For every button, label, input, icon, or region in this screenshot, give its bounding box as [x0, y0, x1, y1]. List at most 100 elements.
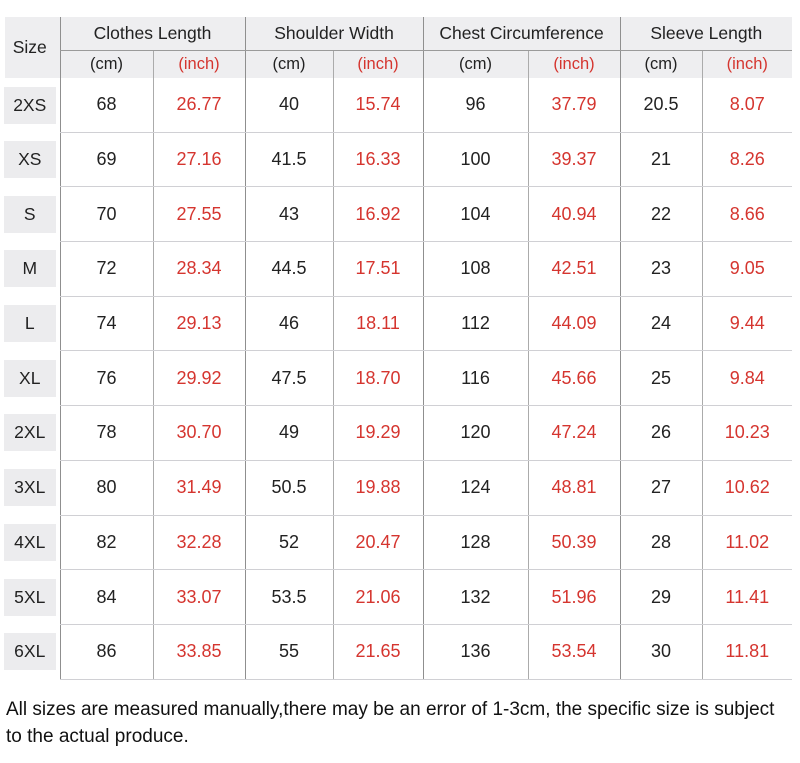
chest-circumference-cm-cell: 120: [422, 405, 529, 461]
table-body: 2XS 68 26.77 40 15.74 96 37.79 20.5 8.07…: [0, 78, 793, 680]
chest-circumference-cm-cell: 100: [422, 132, 529, 188]
size-cell: 3XL: [0, 460, 60, 515]
sleeve-length-inch-cell: 10.62: [701, 460, 793, 516]
chest-circumference-inch-cell: 44.09: [527, 296, 621, 352]
size-label: XL: [3, 359, 56, 397]
chest-circumference-inch-cell: 37.79: [527, 78, 621, 133]
sleeve-length-inch-cell: 8.66: [701, 186, 793, 243]
shoulder-width-cm-cell: 43: [244, 186, 334, 243]
shoulder-width-cm-unit: (cm): [244, 50, 334, 78]
chest-circumference-cm-cell: 96: [422, 78, 529, 133]
table-row-5xl: 5XL 84 33.07 53.5 21.06 132 51.96 29 11.…: [0, 569, 793, 625]
shoulder-width-inch-cell: 21.65: [332, 624, 424, 680]
size-cell: 2XS: [0, 78, 60, 132]
table-row-m: M 72 28.34 44.5 17.51 108 42.51 23 9.05: [0, 241, 793, 297]
clothes-length-inch-cell: 32.28: [152, 515, 246, 571]
shoulder-width-inch-cell: 19.29: [332, 405, 424, 461]
measurement-disclaimer: All sizes are measured manually,there ma…: [6, 698, 775, 748]
table-row-4xl: 4XL 82 32.28 52 20.47 128 50.39 28 11.02: [0, 515, 793, 571]
clothes-length-cm-cell: 72: [59, 241, 153, 297]
clothes-length-inch-cell: 33.85: [152, 624, 246, 680]
unit-header-row: (cm) (inch) (cm) (inch) (cm) (inch) (cm)…: [0, 50, 793, 78]
chest-circumference-inch-cell: 39.37: [527, 132, 621, 188]
clothes-length-inch-cell: 31.49: [152, 460, 246, 516]
size-label: 2XS: [3, 86, 56, 124]
clothes-length-cm-cell: 70: [59, 186, 153, 243]
sleeve-length-inch-cell: 11.02: [701, 515, 793, 571]
chest-circumference-inch-cell: 48.81: [527, 460, 621, 516]
sleeve-length-cm-cell: 30: [619, 624, 703, 680]
chest-circumference-cm-cell: 132: [422, 569, 529, 625]
clothes-length-header: Clothes Length: [59, 17, 246, 51]
size-cell: 2XL: [0, 406, 60, 461]
shoulder-width-inch-cell: 16.92: [332, 186, 424, 243]
clothes-length-inch-cell: 27.16: [152, 132, 246, 188]
size-cell: M: [0, 242, 60, 297]
group-header-row: Size Clothes Length Shoulder Width Chest…: [0, 17, 793, 78]
sleeve-length-inch-cell: 10.23: [701, 405, 793, 461]
size-column-header: Size: [0, 17, 60, 78]
shoulder-width-inch-cell: 18.70: [332, 350, 424, 407]
chest-circumference-cm-cell: 108: [422, 241, 529, 297]
clothes-length-cm-cell: 74: [59, 296, 153, 352]
shoulder-width-cm-cell: 50.5: [244, 460, 334, 516]
sleeve-length-inch-cell: 9.44: [701, 296, 793, 352]
shoulder-width-inch-unit: (inch): [332, 50, 424, 78]
table-row-2xs: 2XS 68 26.77 40 15.74 96 37.79 20.5 8.07: [0, 78, 793, 133]
chest-circumference-cm-cell: 128: [422, 515, 529, 571]
sleeve-length-cm-cell: 25: [619, 350, 703, 407]
clothes-length-inch-cell: 26.77: [152, 78, 246, 133]
chest-circumference-cm-unit: (cm): [422, 50, 529, 78]
chest-circumference-inch-unit: (inch): [527, 50, 621, 78]
size-cell: XS: [0, 132, 60, 187]
clothes-length-cm-cell: 69: [59, 132, 153, 188]
size-cell: 5XL: [0, 570, 60, 625]
size-label: XS: [3, 141, 56, 179]
sleeve-length-cm-cell: 20.5: [619, 78, 703, 133]
shoulder-width-inch-cell: 15.74: [332, 78, 424, 133]
clothes-length-inch-cell: 29.13: [152, 296, 246, 352]
size-label: 5XL: [3, 578, 56, 616]
size-label: M: [3, 250, 56, 288]
size-label: 4XL: [3, 523, 56, 561]
sleeve-length-header: Sleeve Length: [619, 17, 793, 51]
clothes-length-cm-cell: 84: [59, 569, 153, 625]
shoulder-width-inch-cell: 20.47: [332, 515, 424, 571]
sleeve-length-cm-cell: 26: [619, 405, 703, 461]
chest-circumference-inch-cell: 40.94: [527, 186, 621, 243]
shoulder-width-cm-cell: 53.5: [244, 569, 334, 625]
clothes-length-inch-unit: (inch): [152, 50, 246, 78]
shoulder-width-cm-cell: 47.5: [244, 350, 334, 407]
chest-circumference-inch-cell: 47.24: [527, 405, 621, 461]
table-row-xs: XS 69 27.16 41.5 16.33 100 39.37 21 8.26: [0, 132, 793, 188]
chest-circumference-cm-cell: 112: [422, 296, 529, 352]
sleeve-length-cm-cell: 22: [619, 186, 703, 243]
size-label: 2XL: [3, 414, 56, 452]
sleeve-length-cm-cell: 23: [619, 241, 703, 297]
size-cell: S: [0, 187, 60, 242]
table-row-l: L 74 29.13 46 18.11 112 44.09 24 9.44: [0, 296, 793, 352]
clothes-length-inch-cell: 29.92: [152, 350, 246, 407]
sleeve-length-inch-cell: 11.41: [701, 569, 793, 625]
chest-circumference-inch-cell: 50.39: [527, 515, 621, 571]
shoulder-width-cm-cell: 44.5: [244, 241, 334, 297]
chest-circumference-inch-cell: 45.66: [527, 350, 621, 407]
table-row-s: S 70 27.55 43 16.92 104 40.94 22 8.66: [0, 186, 793, 243]
clothes-length-cm-cell: 76: [59, 350, 153, 407]
shoulder-width-cm-cell: 55: [244, 624, 334, 680]
clothes-length-cm-cell: 80: [59, 460, 153, 516]
chest-circumference-header: Chest Circumference: [422, 17, 621, 51]
size-cell: L: [0, 296, 60, 351]
sleeve-length-inch-cell: 8.26: [701, 132, 793, 188]
clothes-length-inch-cell: 33.07: [152, 569, 246, 625]
chest-circumference-cm-cell: 124: [422, 460, 529, 516]
table-row-6xl: 6XL 86 33.85 55 21.65 136 53.54 30 11.81: [0, 624, 793, 680]
chest-circumference-cm-cell: 116: [422, 350, 529, 407]
size-label: 3XL: [3, 469, 56, 507]
shoulder-width-header: Shoulder Width: [244, 17, 424, 51]
shoulder-width-cm-cell: 52: [244, 515, 334, 571]
clothes-length-cm-cell: 68: [59, 78, 153, 133]
size-cell: XL: [0, 351, 60, 406]
sleeve-length-cm-cell: 29: [619, 569, 703, 625]
